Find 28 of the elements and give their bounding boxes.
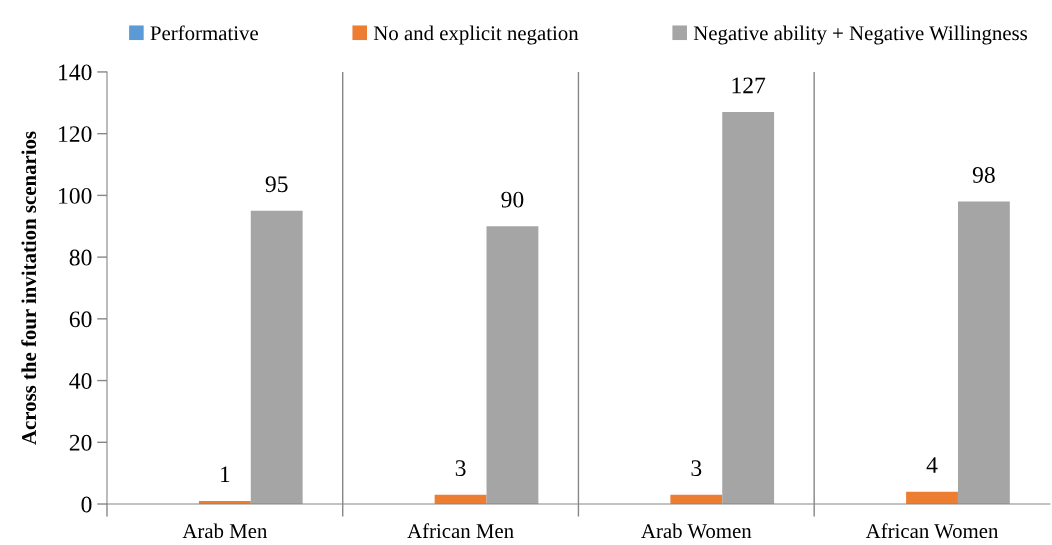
data-label: 3 <box>691 460 702 477</box>
y-tick-label: 80 <box>69 249 92 266</box>
bar <box>957 201 1010 505</box>
y-tick-label: 140 <box>59 64 92 81</box>
data-label: 4 <box>926 457 938 473</box>
data-label: 98 <box>972 166 995 183</box>
data-label: 127 <box>732 77 766 94</box>
bar <box>486 226 539 505</box>
legend-label: No and explicit negation <box>373 25 579 45</box>
x-tick-label: Arab Women <box>641 523 752 539</box>
y-tick-label: 100 <box>59 187 92 204</box>
y-tick-label: 20 <box>69 434 92 451</box>
x-tick-label: Arab Men <box>182 523 268 539</box>
data-label: 95 <box>265 176 288 193</box>
data-label: 3 <box>455 460 466 477</box>
bar <box>250 210 303 505</box>
x-tick-label: African Women <box>865 523 999 539</box>
legend-label: Negative ability + Negative Willingness <box>693 25 1028 45</box>
bar <box>722 112 775 505</box>
data-label: 1 <box>221 466 230 483</box>
data-label: 90 <box>501 191 524 208</box>
y-tick-label: 120 <box>59 126 92 143</box>
y-tick-label: 40 <box>69 373 92 389</box>
y-tick-label: 0 <box>81 496 92 513</box>
legend-label: Performative <box>150 25 258 41</box>
x-tick-label: African Men <box>407 523 514 539</box>
y-tick-label: 60 <box>69 311 92 328</box>
y-axis-title: Across the four invitation scenarios <box>21 131 37 445</box>
